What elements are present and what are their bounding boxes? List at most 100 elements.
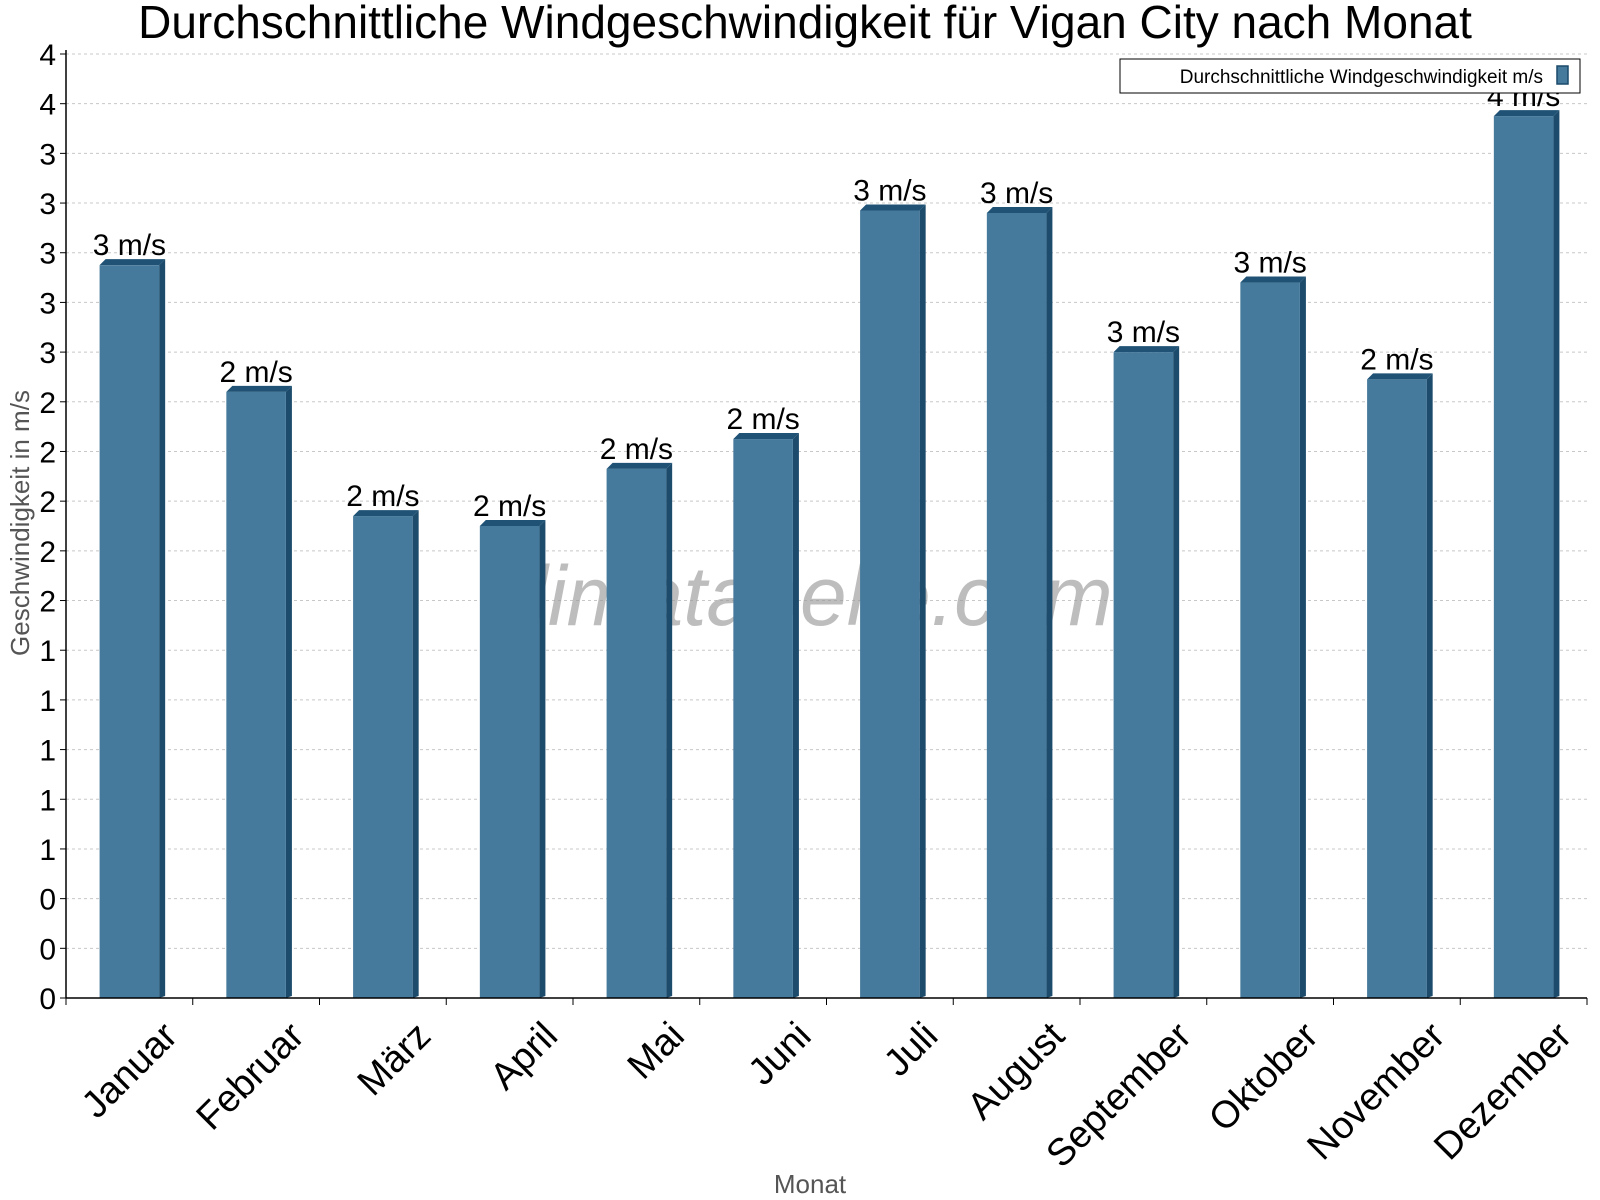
x-tick-label: November — [1300, 1014, 1454, 1168]
x-tick-labels: Januar Februar März April Mai Juni Juli AugustS… — [74, 1014, 1580, 1175]
grid-lines — [66, 53, 1587, 949]
bar-8 — [986, 206, 1053, 998]
axes — [65, 50, 1588, 1005]
bar-side — [159, 259, 166, 998]
y-tick-label: 2 — [39, 536, 56, 569]
bar-12 — [1493, 110, 1560, 998]
bar-6 — [733, 433, 799, 999]
data-label: 2 m/s — [726, 403, 799, 436]
data-label: 3 m/s — [853, 175, 926, 208]
x-tick-label: Dezember — [1426, 1014, 1580, 1168]
y-tick-label: 0 — [39, 933, 56, 966]
bar-side — [666, 462, 673, 998]
bar-front — [860, 210, 920, 999]
x-tick-label: April — [483, 1015, 566, 1098]
bar-3 — [353, 510, 419, 998]
x-axis-label: Monat — [774, 1169, 847, 1199]
data-label: 2 m/s — [346, 480, 419, 513]
legend-box — [1119, 58, 1581, 94]
data-label: 3 m/s — [1107, 316, 1180, 349]
bar-7 — [860, 204, 926, 999]
y-tick-label: 3 — [39, 238, 56, 271]
bar-side — [285, 385, 292, 998]
y-tick-label: 0 — [39, 983, 56, 1016]
y-tick-label: 1 — [39, 685, 56, 718]
bar-top — [733, 433, 799, 440]
bar-side — [1173, 346, 1180, 999]
data-label: 3 m/s — [93, 229, 166, 262]
y-tick-label: 3 — [39, 287, 56, 320]
bar-front — [1113, 352, 1174, 999]
bar-front — [986, 212, 1047, 998]
x-tick-label: März — [350, 1015, 439, 1104]
bar-front — [226, 391, 286, 998]
bar-front — [733, 439, 793, 999]
legend-swatch — [1556, 65, 1569, 85]
bar-top — [1493, 110, 1560, 117]
bar-5 — [606, 462, 673, 998]
y-tick-label: 1 — [39, 784, 56, 817]
y-tick-label: 3 — [39, 337, 56, 370]
x-tick-label: August — [960, 1014, 1074, 1128]
bar-front — [606, 468, 667, 998]
legend-entry-label: Durchschnittliche Windgeschwindigkeit m/… — [1180, 67, 1543, 88]
data-labels: 3 m/s 2 m/s 2 m/s 2 m/s 2 m/s 2 m/s 3 m/s 3 m/s… — [93, 80, 1561, 523]
data-label: 2 m/s — [219, 356, 292, 389]
x-tick-label: Juli — [876, 1015, 946, 1085]
bar-front — [99, 265, 160, 998]
bar-top — [1113, 346, 1180, 353]
data-label: 3 m/s — [1233, 247, 1306, 280]
bar-9 — [1113, 346, 1180, 999]
bar-side — [919, 204, 926, 999]
bar-top — [1240, 276, 1306, 283]
x-tick-label: Januar — [74, 1014, 186, 1126]
bar-front — [353, 516, 413, 998]
bar-10 — [1240, 276, 1306, 998]
y-axis-label: Geschwindigkeit in m/s — [5, 390, 35, 656]
bar-front — [1493, 116, 1554, 998]
x-tick-label: Mai — [620, 1015, 693, 1088]
bar-top — [1367, 373, 1433, 380]
bar-side — [1553, 110, 1560, 998]
bar-1 — [99, 259, 166, 998]
y-tick-label: 3 — [39, 138, 56, 171]
bar-top — [860, 204, 926, 211]
bar-side — [792, 433, 799, 999]
bar-front — [1367, 379, 1427, 998]
y-tick-label: 4 — [39, 39, 56, 72]
y-tick-label: 1 — [39, 735, 56, 768]
y-tick-label: 2 — [39, 436, 56, 469]
data-label: 2 m/s — [600, 433, 673, 466]
y-tick-labels: 0 0 0 1 1 1 1 1 2 2 2 2 2 3 3 3 3 3 4 4 — [39, 39, 66, 1016]
data-label: 3 m/s — [980, 177, 1053, 210]
bar-side — [539, 520, 546, 998]
bar-top — [479, 520, 546, 526]
y-tick-label: 2 — [39, 387, 56, 420]
data-label: 2 m/s — [1360, 343, 1433, 376]
bar-top — [226, 385, 292, 392]
x-tick-label: Februar — [189, 1014, 313, 1138]
chart-title: Durchschnittliche Windgeschwindigkeit fü… — [138, 0, 1472, 48]
bar-4 — [479, 520, 546, 998]
bar-top — [353, 510, 419, 517]
bar-side — [1426, 373, 1433, 998]
legend: Durchschnittliche Windgeschwindigkeit m/… — [1119, 58, 1581, 94]
bar-side — [1299, 276, 1306, 998]
bar-side — [1046, 206, 1053, 998]
bar-top — [606, 462, 673, 469]
y-tick-label: 4 — [39, 89, 56, 122]
bar-2 — [226, 385, 292, 998]
bar-front — [479, 526, 540, 998]
bar-front — [1240, 282, 1300, 998]
bar-top — [986, 206, 1053, 213]
data-label: 2 m/s — [473, 490, 546, 523]
y-tick-label: 1 — [39, 834, 56, 867]
bar-side — [412, 510, 419, 998]
bar-top — [99, 259, 166, 266]
x-tick-label: Juni — [740, 1015, 819, 1094]
y-tick-label: 1 — [39, 635, 56, 668]
y-tick-label: 0 — [39, 884, 56, 917]
y-tick-label: 2 — [39, 486, 56, 519]
bars — [99, 110, 1560, 999]
